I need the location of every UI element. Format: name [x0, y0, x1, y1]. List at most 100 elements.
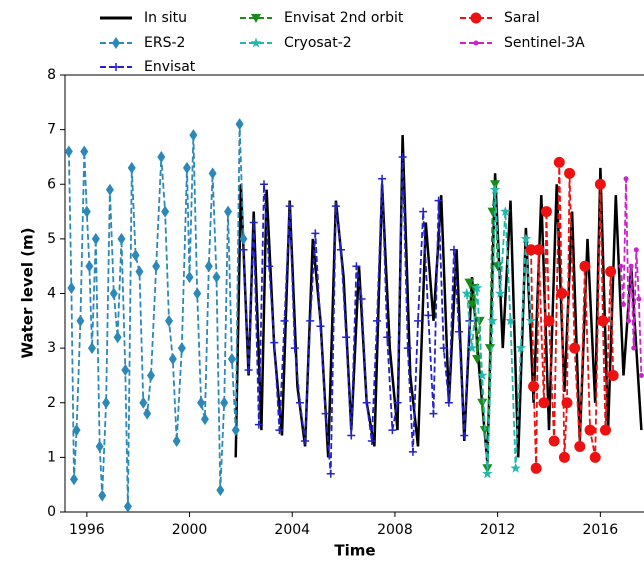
- legend-label: Saral: [504, 10, 540, 26]
- marker: [135, 265, 144, 278]
- marker: [548, 435, 560, 447]
- marker: [558, 451, 570, 463]
- marker: [121, 363, 130, 376]
- marker: [275, 426, 284, 435]
- marker: [185, 271, 194, 284]
- marker: [342, 333, 351, 342]
- legend-label: Sentinel-3A: [504, 35, 585, 51]
- y-tick-label: 4: [47, 286, 56, 302]
- y-tick-label: 5: [47, 231, 56, 247]
- marker: [533, 244, 545, 256]
- marker: [525, 315, 537, 326]
- marker: [455, 327, 464, 336]
- marker: [102, 396, 111, 409]
- marker: [472, 355, 483, 365]
- marker: [200, 413, 209, 426]
- marker: [117, 232, 126, 245]
- marker: [464, 278, 475, 288]
- marker: [65, 145, 73, 158]
- marker: [280, 316, 289, 325]
- marker: [254, 420, 263, 429]
- marker: [250, 37, 262, 48]
- y-tick-label: 7: [47, 122, 56, 138]
- marker: [515, 342, 526, 353]
- marker: [623, 176, 629, 182]
- marker: [492, 262, 503, 272]
- marker: [235, 118, 244, 131]
- marker: [337, 245, 346, 254]
- marker: [311, 229, 320, 238]
- series-line: [465, 189, 532, 474]
- marker: [123, 500, 132, 512]
- marker: [197, 396, 206, 409]
- y-tick-label: 8: [47, 67, 56, 83]
- marker: [553, 156, 565, 168]
- marker: [403, 344, 412, 353]
- marker: [489, 184, 501, 195]
- marker: [484, 344, 495, 354]
- marker: [352, 262, 361, 271]
- marker: [473, 40, 479, 46]
- marker: [80, 145, 89, 158]
- marker: [152, 260, 161, 273]
- marker: [220, 396, 229, 409]
- marker: [112, 37, 120, 49]
- marker: [177, 342, 186, 355]
- marker: [607, 369, 619, 381]
- marker: [530, 462, 542, 474]
- marker: [520, 233, 532, 244]
- marker: [594, 178, 606, 190]
- marker: [362, 398, 371, 407]
- y-axis-label: Water level (m): [19, 227, 37, 358]
- marker: [378, 174, 387, 183]
- marker: [525, 244, 537, 256]
- marker: [168, 353, 177, 366]
- marker: [161, 205, 170, 218]
- marker: [244, 365, 253, 374]
- marker: [76, 314, 85, 327]
- marker: [636, 296, 642, 302]
- marker: [540, 206, 552, 218]
- marker: [204, 260, 213, 273]
- marker: [239, 232, 248, 245]
- marker: [597, 315, 609, 327]
- marker: [424, 311, 433, 320]
- marker: [419, 207, 428, 216]
- marker: [193, 287, 202, 300]
- marker: [91, 232, 100, 245]
- marker: [331, 202, 340, 211]
- marker: [414, 316, 423, 325]
- marker: [251, 14, 261, 23]
- marker: [87, 342, 96, 355]
- marker: [628, 263, 634, 269]
- marker: [556, 288, 568, 299]
- marker: [259, 180, 268, 189]
- marker: [105, 183, 114, 196]
- y-tick-label: 1: [47, 449, 56, 465]
- marker: [290, 344, 299, 353]
- series-line: [68, 124, 245, 507]
- marker: [357, 294, 366, 303]
- marker: [326, 469, 335, 478]
- marker: [528, 380, 540, 392]
- marker: [605, 266, 617, 278]
- marker: [543, 315, 555, 327]
- marker: [172, 434, 181, 447]
- marker: [109, 287, 118, 300]
- marker: [143, 407, 152, 420]
- marker: [239, 245, 248, 254]
- marker: [164, 314, 173, 327]
- marker: [72, 424, 81, 437]
- marker: [285, 202, 294, 211]
- plot-area: [65, 118, 644, 512]
- marker: [569, 342, 581, 354]
- marker: [131, 249, 140, 262]
- marker: [212, 271, 221, 284]
- marker: [482, 468, 493, 479]
- marker: [584, 424, 596, 436]
- x-tick-label: 2012: [480, 522, 516, 538]
- marker: [224, 205, 233, 218]
- marker: [301, 436, 310, 445]
- marker: [189, 129, 198, 142]
